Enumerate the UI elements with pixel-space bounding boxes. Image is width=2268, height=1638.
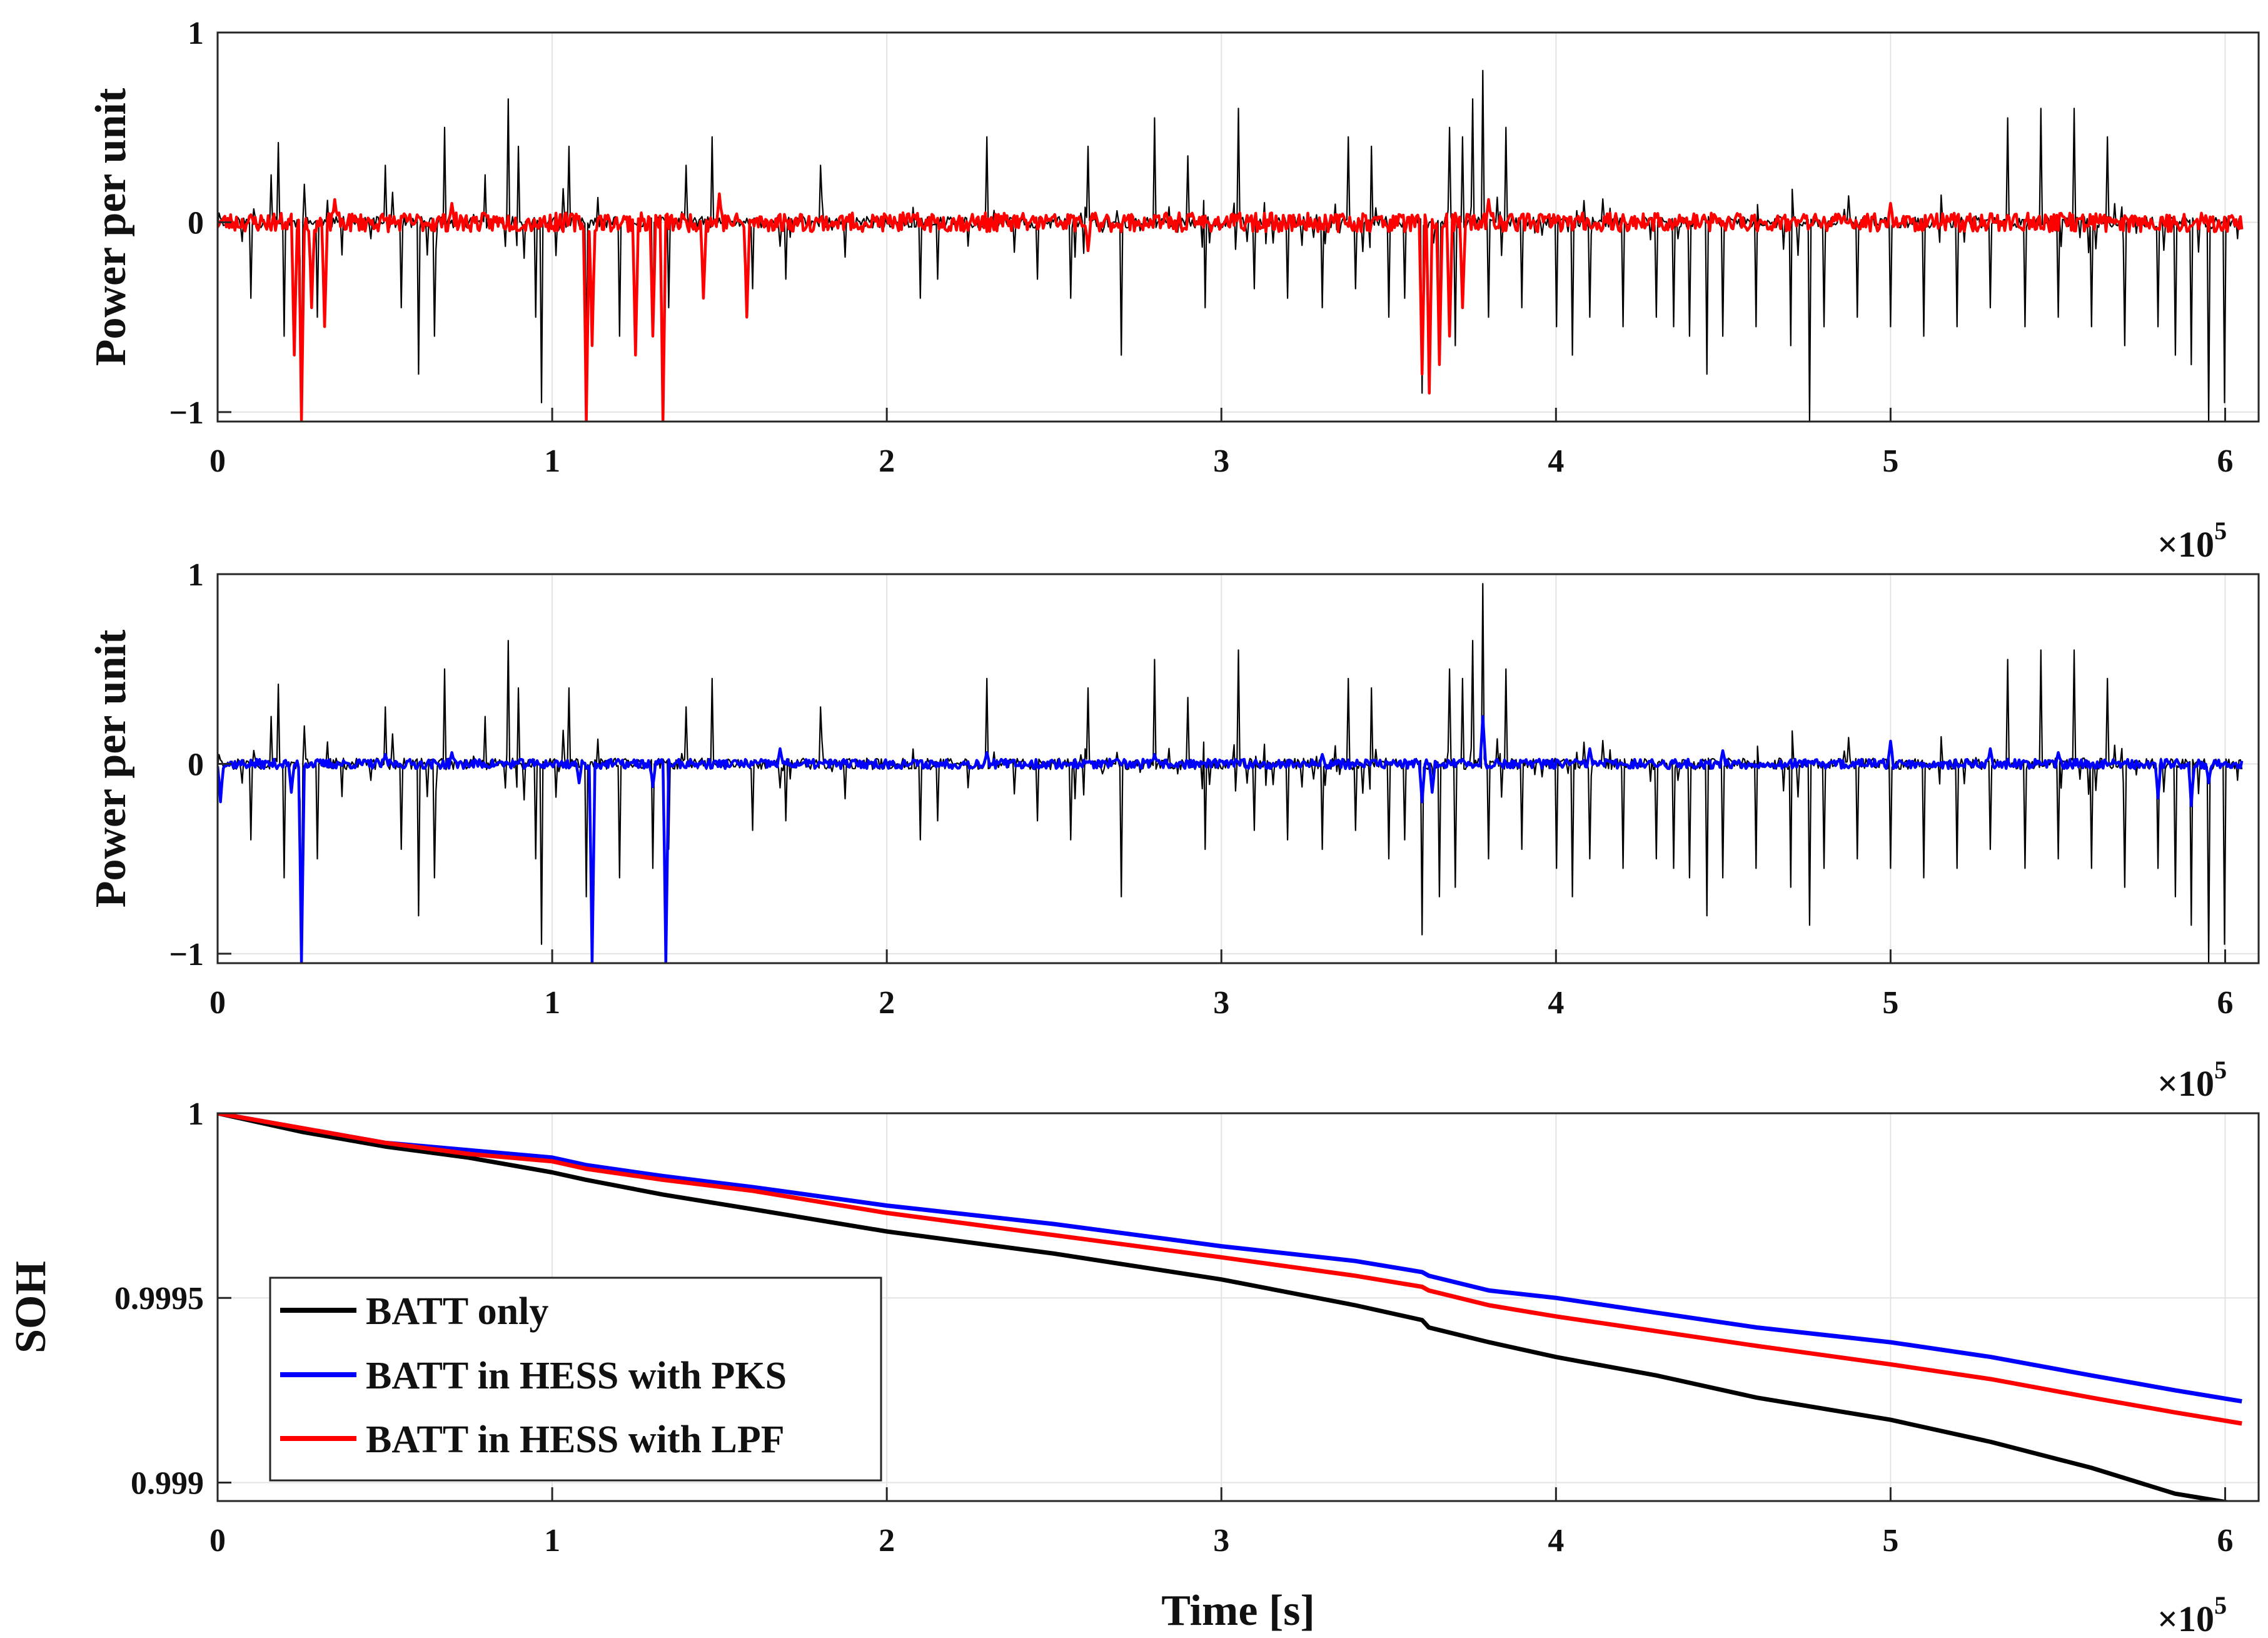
x-tick-label: 3 — [1213, 1523, 1229, 1559]
y-axis-label: SOH — [7, 1261, 55, 1353]
x-tick-label: 5 — [1882, 1523, 1898, 1559]
series-line-0 — [218, 1113, 2233, 1501]
x-multiplier-base: ×10 — [2157, 1063, 2214, 1104]
legend-label-pks: BATT in HESS with PKS — [366, 1355, 787, 1397]
x-tick-labels: 0 1 2 3 4 5 6 — [209, 949, 2233, 1021]
series-line-1 — [218, 192, 2244, 422]
x-tick-label: 4 — [1548, 985, 1564, 1021]
y-tick-label: 1 — [188, 557, 204, 593]
svg-text:×105: ×105 — [2157, 1591, 2227, 1638]
x-tick-label: 2 — [879, 985, 895, 1021]
x-multiplier-middle: ×105 — [2157, 1056, 2227, 1104]
y-axis-label: Power per unit — [87, 630, 135, 908]
y-tick-label: 1 — [188, 1096, 204, 1132]
y-tick-labels: −1 0 1 — [169, 16, 231, 431]
x-tick-label: 4 — [1548, 443, 1564, 479]
x-multiplier-top: ×105 — [2157, 517, 2227, 565]
x-tick-label: 0 — [209, 985, 226, 1021]
x-tick-label: 1 — [544, 1523, 560, 1559]
x-multiplier-bottom: ×105 — [2157, 1591, 2227, 1638]
series-line-1 — [218, 715, 2244, 963]
series-group — [218, 1113, 2242, 1501]
y-tick-label: 0 — [188, 747, 204, 782]
x-tick-label: 5 — [1882, 443, 1898, 479]
axes-frame — [216, 1112, 2260, 1502]
y-tick-label: 0.999 — [131, 1465, 204, 1501]
x-tick-label: 3 — [1213, 443, 1229, 479]
axes-frame — [216, 573, 2260, 964]
y-tick-label: 0.9995 — [114, 1281, 204, 1317]
legend-box — [269, 1277, 882, 1482]
y-tick-label: −1 — [169, 937, 204, 973]
series-group — [218, 583, 2244, 963]
x-tick-label: 1 — [544, 443, 560, 479]
x-tick-labels: 0 1 2 3 4 5 6 — [209, 1487, 2233, 1559]
x-tick-label: 6 — [2217, 1523, 2233, 1559]
x-tick-label: 2 — [879, 1523, 895, 1559]
x-tick-label: 2 — [879, 443, 895, 479]
x-multiplier-exp: 5 — [2214, 517, 2227, 545]
series-line-2 — [218, 1113, 2242, 1426]
x-tick-label: 3 — [1213, 985, 1229, 1021]
x-tick-label: 4 — [1548, 1523, 1564, 1559]
legend-label-batt-only: BATT only — [366, 1290, 548, 1333]
x-tick-labels: 0 1 2 3 4 5 6 — [209, 408, 2233, 479]
y-axis-label: Power per unit — [87, 88, 135, 367]
legend: BATT only BATT in HESS with PKS BATT in … — [269, 1277, 882, 1482]
y-tick-label: 1 — [188, 16, 204, 51]
legend-label-lpf: BATT in HESS with LPF — [366, 1418, 785, 1461]
x-tick-label: 6 — [2217, 443, 2233, 479]
y-tick-label: 0 — [188, 205, 204, 241]
series-line-1 — [218, 1113, 2242, 1404]
x-tick-label: 0 — [209, 1523, 226, 1559]
x-tick-label: 6 — [2217, 985, 2233, 1021]
x-multiplier-exp: 5 — [2214, 1591, 2227, 1619]
y-tick-label: −1 — [169, 395, 204, 431]
x-axis-label: Time [s] — [1161, 1587, 1315, 1635]
x-multiplier-base: ×10 — [2157, 524, 2214, 565]
axes-frame — [216, 31, 2260, 423]
y-tick-labels: 0.999 0.9995 1 — [114, 1096, 231, 1501]
x-tick-label: 1 — [544, 985, 560, 1021]
svg-text:×105: ×105 — [2157, 1056, 2227, 1104]
x-multiplier-base: ×10 — [2157, 1599, 2214, 1638]
x-multiplier-exp: 5 — [2214, 1056, 2227, 1084]
x-tick-label: 5 — [1882, 985, 1898, 1021]
series-group — [218, 69, 2244, 422]
svg-text:×105: ×105 — [2157, 517, 2227, 565]
y-tick-labels: −1 0 1 — [169, 557, 231, 973]
x-tick-label: 0 — [209, 443, 226, 479]
